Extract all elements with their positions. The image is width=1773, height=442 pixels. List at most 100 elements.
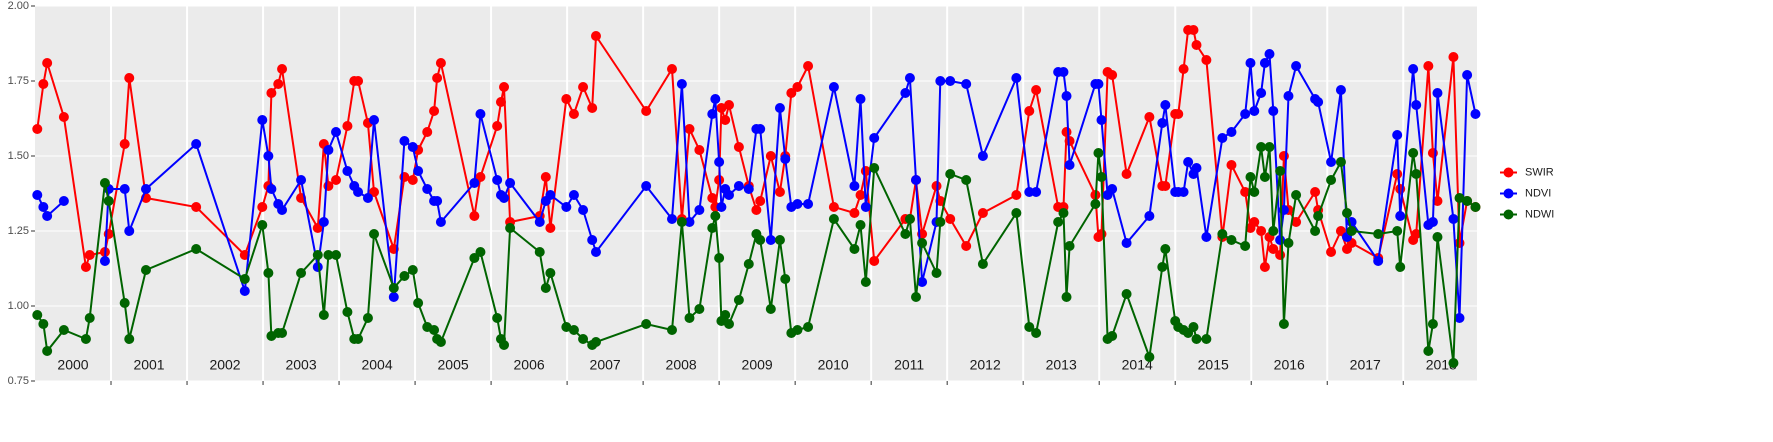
point [1283, 91, 1294, 101]
point [935, 217, 946, 227]
point [1188, 25, 1199, 35]
point [1448, 214, 1459, 224]
point [1201, 334, 1212, 344]
point [765, 235, 776, 245]
point [755, 235, 766, 245]
point [1107, 70, 1118, 80]
point [710, 94, 721, 104]
point [1423, 346, 1434, 356]
point [1259, 262, 1270, 272]
point [1157, 118, 1168, 128]
point [900, 229, 911, 239]
point [32, 190, 43, 200]
point [1053, 217, 1064, 227]
point [296, 268, 307, 278]
point [710, 211, 721, 221]
point [1090, 199, 1101, 209]
point [1470, 109, 1481, 119]
year-label: 2007 [590, 357, 621, 373]
point [80, 334, 91, 344]
point [1395, 262, 1406, 272]
point [266, 184, 277, 194]
point [540, 172, 551, 182]
year-label: 2003 [285, 357, 316, 373]
point [475, 247, 486, 257]
point [561, 322, 572, 332]
point [505, 178, 516, 188]
point [38, 79, 49, 89]
point [469, 211, 480, 221]
y-tick-label: 1.00 [8, 300, 29, 312]
point [1259, 58, 1270, 68]
point [1031, 85, 1042, 95]
point [432, 73, 443, 83]
point [257, 115, 268, 125]
point [578, 334, 589, 344]
point [590, 247, 601, 257]
point [676, 79, 687, 89]
point [828, 202, 839, 212]
point [733, 295, 744, 305]
point [1278, 319, 1289, 329]
point [1201, 232, 1212, 242]
point [1093, 148, 1104, 158]
point [667, 64, 678, 74]
point [331, 175, 342, 185]
point [124, 73, 135, 83]
point [1432, 88, 1443, 98]
point [84, 313, 95, 323]
point [743, 184, 754, 194]
point [1178, 187, 1189, 197]
point [945, 169, 956, 179]
point [1031, 328, 1042, 338]
year-label: 2000 [57, 357, 88, 373]
point [1061, 292, 1072, 302]
point [353, 334, 364, 344]
point [475, 172, 486, 182]
point [399, 136, 410, 146]
point [277, 64, 288, 74]
point [1096, 172, 1107, 182]
point [578, 82, 589, 92]
point [724, 319, 735, 329]
point [578, 205, 589, 215]
point [587, 103, 598, 113]
point [1346, 226, 1357, 236]
point [318, 310, 329, 320]
point [1283, 238, 1294, 248]
point [774, 103, 785, 113]
legend-key-point [1503, 167, 1514, 178]
point [961, 241, 972, 251]
point [743, 259, 754, 269]
point [407, 142, 418, 152]
point [1278, 151, 1289, 161]
point [855, 94, 866, 104]
point [545, 190, 556, 200]
point [667, 214, 678, 224]
point [935, 76, 946, 86]
point [277, 205, 288, 215]
point [765, 151, 776, 161]
point [1144, 211, 1155, 221]
point [641, 106, 652, 116]
year-label: 2008 [666, 357, 697, 373]
point [1093, 79, 1104, 89]
point [1259, 172, 1270, 182]
legend-label: NDWI [1525, 208, 1554, 220]
legend-label: NDVI [1525, 187, 1551, 199]
point [780, 274, 791, 284]
point [792, 199, 803, 209]
point [369, 187, 380, 197]
point [331, 127, 342, 137]
point [568, 190, 579, 200]
point [1392, 169, 1403, 179]
point [1249, 217, 1260, 227]
point [323, 250, 334, 260]
point [1144, 352, 1155, 362]
point [353, 76, 364, 86]
point [1264, 142, 1275, 152]
point [765, 304, 776, 314]
point [1249, 106, 1260, 116]
point [257, 220, 268, 230]
point [911, 175, 922, 185]
